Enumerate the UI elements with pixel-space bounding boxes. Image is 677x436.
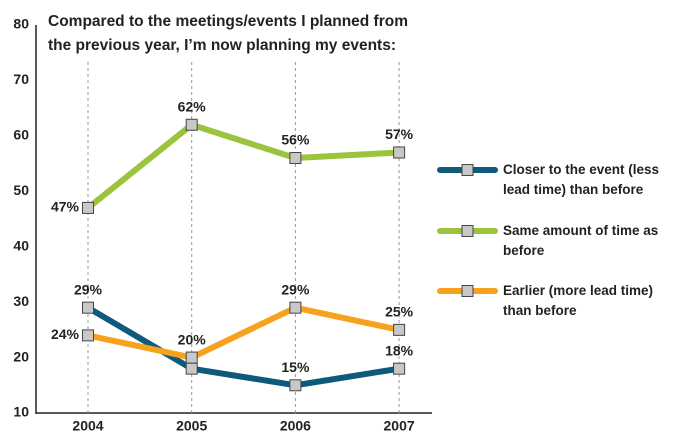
y-tick-label: 80 — [13, 16, 29, 32]
data-label: 29% — [74, 281, 103, 297]
marker — [82, 201, 94, 214]
marker — [393, 323, 406, 336]
x-tick-label: 2006 — [280, 418, 311, 434]
marker — [82, 301, 94, 314]
data-label: 56% — [281, 132, 310, 148]
data-label: 15% — [281, 359, 310, 375]
marker — [289, 152, 302, 165]
y-tick-label: 50 — [13, 182, 29, 198]
x-tick-label: 2007 — [384, 418, 415, 434]
data-label: 24% — [51, 326, 80, 342]
marker — [82, 329, 94, 342]
marker — [185, 351, 198, 364]
data-label: 29% — [281, 281, 310, 297]
series-line — [87, 304, 400, 361]
marker — [289, 379, 302, 392]
data-label: 57% — [385, 126, 414, 142]
data-label: 18% — [385, 342, 414, 358]
series-line — [86, 121, 400, 211]
chart-title: the previous year, I’m now planning my e… — [48, 37, 396, 54]
data-label: 47% — [51, 199, 80, 215]
data-label: 25% — [385, 304, 414, 320]
legend-label: Earlier (more lead time) than before — [503, 283, 654, 318]
data-label: 62% — [178, 98, 207, 114]
chart-title: Compared to the meetings/events I planne… — [48, 13, 408, 30]
marker — [185, 362, 198, 375]
legend-label: Closer to the event (less lead time) tha… — [503, 162, 660, 197]
y-tick-label: 30 — [13, 293, 29, 309]
series-line — [86, 305, 400, 389]
y-tick-label: 70 — [13, 71, 29, 87]
x-tick-label: 2005 — [176, 418, 207, 434]
y-tick-label: 60 — [13, 127, 29, 143]
y-tick-label: 10 — [13, 404, 29, 420]
legend-marker — [461, 225, 474, 237]
data-label: 20% — [178, 331, 207, 347]
legend-marker — [461, 164, 474, 176]
marker — [393, 362, 406, 375]
marker — [289, 301, 302, 314]
y-tick-label: 20 — [13, 348, 29, 364]
legend-label: Same amount of time as before — [503, 223, 659, 258]
legend-marker — [461, 285, 474, 297]
marker — [185, 118, 198, 131]
marker — [393, 146, 406, 159]
x-tick-label: 2004 — [72, 418, 103, 434]
y-tick-label: 40 — [13, 237, 29, 253]
